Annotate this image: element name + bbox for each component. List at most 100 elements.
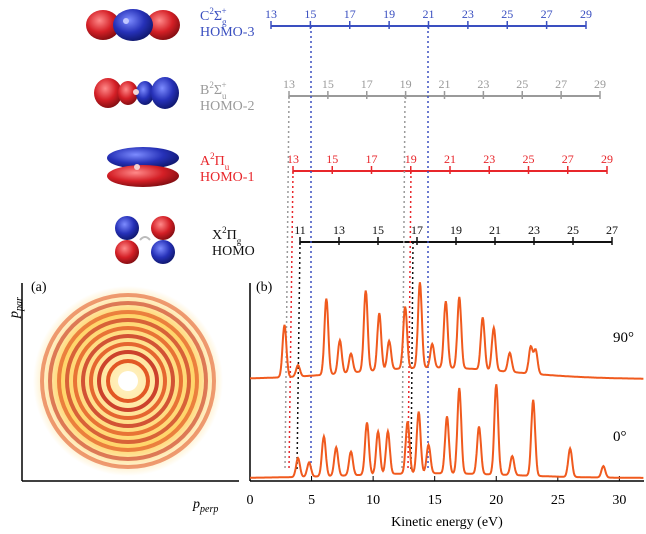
panel-b: (b) 0 5 10 15 20 25 30 Kinetic energy (eV) 90°…	[247, 280, 644, 530]
harmonic-order-label: 23	[477, 77, 489, 91]
harmonic-order-label: 15	[322, 77, 334, 91]
x-tick-label: 15	[428, 493, 442, 508]
harmonic-order-label: 13	[265, 7, 277, 21]
state-reflection: +	[222, 6, 227, 16]
harmonic-order-label: 19	[450, 223, 462, 237]
ylabel-sub: par	[14, 297, 25, 312]
harmonic-order-label: 27	[541, 7, 553, 21]
harmonic-comb-homo-1: 13 15 17 19 21 23 25 27 29	[287, 152, 613, 174]
ring	[81, 334, 175, 428]
ring	[97, 350, 159, 412]
harmonic-order-label: 25	[516, 77, 528, 91]
state-parity: g	[237, 236, 242, 246]
state-letter: X	[212, 228, 222, 243]
harmonic-order-label: 27	[555, 77, 567, 91]
harmonic-order-label: 19	[383, 7, 395, 21]
state-multiplicity: 2	[209, 6, 214, 16]
state-term: Σ	[214, 9, 222, 24]
x-tick-label: 20	[489, 493, 503, 508]
state-term: Π	[227, 228, 237, 243]
state-parity: g	[222, 17, 227, 27]
harmonic-order-label: 15	[326, 152, 338, 166]
state-term: Σ	[214, 83, 222, 98]
spectrum-line-series-0	[250, 282, 644, 380]
state-label-homo-2: B2Σu+	[200, 80, 227, 101]
harmonic-order-label: 13	[333, 223, 345, 237]
ring	[48, 301, 208, 461]
harmonic-order-label: 15	[304, 7, 316, 21]
ylabel-main: p	[7, 311, 22, 319]
harmonic-order-label: 29	[580, 7, 592, 21]
harmonic-order-label: 17	[366, 152, 378, 166]
ring	[57, 310, 199, 452]
connector-line	[296, 241, 301, 471]
panel-b-tag: (b)	[256, 280, 273, 295]
state-multiplicity: 2	[222, 225, 227, 235]
harmonic-order-label: 11	[294, 223, 306, 237]
harmonic-order-label: 19	[400, 77, 412, 91]
harmonic-order-label: 21	[489, 223, 501, 237]
harmonic-order-label: 25	[501, 7, 513, 21]
connector-line	[288, 170, 294, 471]
harmonic-order-label: 13	[283, 77, 295, 91]
harmonic-comb-homo-2: 13 15 17 19 21 23 25 27 29	[283, 77, 606, 99]
x-tick-label: 5	[308, 493, 315, 508]
state-letter: B	[200, 83, 209, 98]
harmonic-order-label: 27	[606, 223, 618, 237]
harmonic-order-label: 21	[444, 152, 456, 166]
orbital-name-homo-1: HOMO-1	[200, 170, 254, 185]
connector-line	[410, 241, 414, 471]
connector-line	[401, 95, 406, 471]
harmonic-order-label: 27	[562, 152, 574, 166]
harmonic-comb-homo: 11 13 15 17 19 21 23 25 27	[294, 223, 618, 245]
state-term: Π	[215, 154, 225, 169]
harmonic-order-label: 23	[483, 152, 495, 166]
orbital-homo-icon	[115, 216, 175, 264]
harmonic-order-label: 17	[411, 223, 423, 237]
harmonic-order-label: 23	[462, 7, 474, 21]
ring	[73, 326, 183, 436]
state-parity: u	[222, 91, 227, 101]
harmonic-order-label: 25	[567, 223, 579, 237]
ring	[40, 293, 216, 469]
ring-center	[118, 371, 138, 391]
state-label-homo-1: A2Πu	[200, 151, 230, 172]
orbital-homo1-icon	[107, 147, 179, 187]
panel-a-tag: (a)	[31, 280, 47, 295]
state-letter: C	[200, 9, 209, 24]
harmonic-order-label: 29	[601, 152, 613, 166]
x-axis-label-b: Kinetic energy (eV)	[391, 515, 503, 530]
x-tick-label: 0	[247, 493, 254, 508]
harmonic-order-label: 29	[594, 77, 606, 91]
panel-a: (a) ppar p perp	[7, 280, 239, 515]
y-axis-label-a: ppar	[7, 297, 25, 319]
connector-line	[284, 95, 290, 471]
orbital-name-homo-2: HOMO-2	[200, 99, 254, 114]
series-label-0: 0°	[613, 429, 627, 445]
xlabel-sub: perp	[199, 504, 218, 515]
x-tick-label: 10	[366, 493, 380, 508]
series-label-90: 90°	[613, 330, 634, 346]
orbital-homo3-icon	[86, 9, 180, 41]
momentum-distribution-image	[33, 286, 223, 476]
state-label-homo-3: C2Σg+	[200, 6, 227, 27]
ring	[89, 342, 167, 420]
orbital-name-homo: HOMO	[212, 244, 255, 259]
harmonic-order-label: 21	[439, 77, 451, 91]
harmonic-order-label: 17	[361, 77, 373, 91]
harmonic-order-label: 17	[344, 7, 356, 21]
harmonic-order-label: 21	[423, 7, 435, 21]
harmonic-order-label: 19	[405, 152, 417, 166]
harmonic-order-label: 13	[287, 152, 299, 166]
harmonic-comb-homo-3: 13 15 17 19 21 23 25 27 29	[265, 7, 592, 29]
orbital-homo2-icon	[94, 77, 179, 109]
harmonic-order-label: 23	[528, 223, 540, 237]
ring	[106, 359, 150, 403]
spectrum-line-series-1	[250, 384, 644, 479]
harmonic-order-label: 25	[523, 152, 535, 166]
state-reflection: +	[222, 80, 227, 90]
state-multiplicity: 2	[209, 80, 214, 90]
orbital-name-homo-3: HOMO-3	[200, 25, 254, 40]
state-label-homo: X2Πg	[212, 225, 242, 246]
